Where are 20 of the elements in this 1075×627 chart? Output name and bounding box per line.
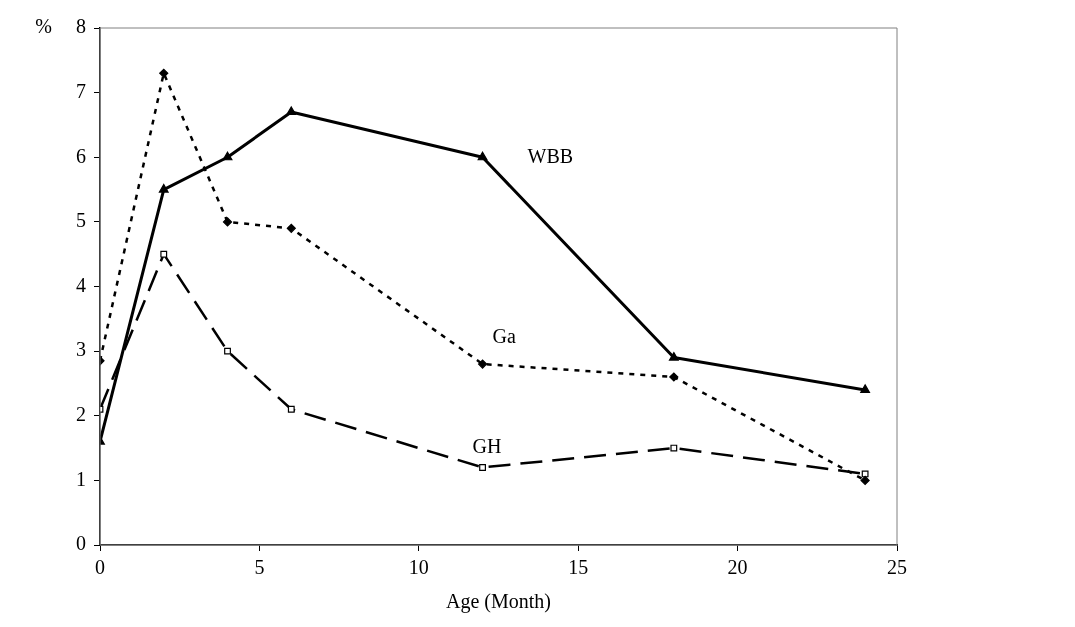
y-tick-label: 8 (76, 15, 86, 38)
series-label: Ga (492, 325, 516, 348)
y-tick-label: 2 (76, 403, 86, 425)
y-axis-title: % (35, 15, 52, 38)
series-label: GH (472, 434, 502, 457)
x-tick-label: 25 (887, 556, 907, 579)
y-tick-label: 4 (76, 273, 86, 296)
y-tick-label: 3 (76, 338, 86, 361)
series-label: WBB (527, 144, 574, 167)
x-tick-label: 20 (727, 556, 748, 579)
y-tick-label: 6 (76, 144, 86, 167)
y-tick-label: 1 (76, 467, 86, 490)
y-tick-label: 5 (76, 209, 86, 232)
y-tick-label: 0 (76, 532, 86, 555)
x-axis-title: Age (Month) (446, 590, 551, 614)
x-tick-label: 0 (95, 556, 105, 579)
x-tick-label: 10 (408, 556, 429, 579)
y-tick-label: 7 (76, 79, 86, 102)
x-tick-label: 5 (254, 556, 265, 579)
x-tick-label: 15 (568, 556, 589, 579)
